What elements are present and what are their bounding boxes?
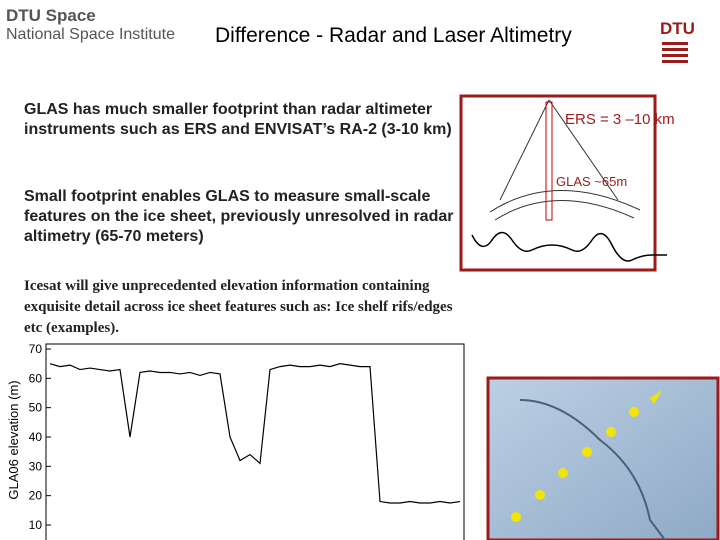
y-tick-label: 60 xyxy=(29,371,43,385)
dtu-logo: DTU xyxy=(660,19,695,63)
ers-label: ERS = 3 –10 km xyxy=(565,111,675,128)
glas-label: GLAS ~65m xyxy=(556,174,627,189)
y-tick-label: 20 xyxy=(29,489,43,503)
ice-photo xyxy=(486,376,720,540)
y-tick-label: 70 xyxy=(29,342,43,356)
logo-line: DTU Space xyxy=(6,6,96,25)
logo-line: National Space Institute xyxy=(6,26,175,43)
plot-frame xyxy=(45,343,465,540)
bullet: Small footprint enables GLAS to measure … xyxy=(24,188,454,245)
elevation-chart: GLA06 elevation (m) 10 20 30 40 50 60 70 xyxy=(6,342,465,540)
bullet: Icesat will give unprecedented elevation… xyxy=(24,278,453,336)
footprint-diagram: ERS = 3 –10 km GLAS ~65m xyxy=(459,94,675,272)
y-tick-label: 30 xyxy=(29,459,43,473)
y-tick-label: 10 xyxy=(29,518,43,532)
brand: DTU xyxy=(660,19,695,38)
y-axis-label: GLA06 elevation (m) xyxy=(6,380,21,499)
y-tick-label: 50 xyxy=(29,401,43,415)
y-tick-label: 40 xyxy=(29,430,43,444)
elevation-line xyxy=(49,363,461,504)
slide-title: Difference - Radar and Laser Altimetry xyxy=(215,24,572,47)
bullet: GLAS has much smaller footprint than rad… xyxy=(24,101,452,138)
